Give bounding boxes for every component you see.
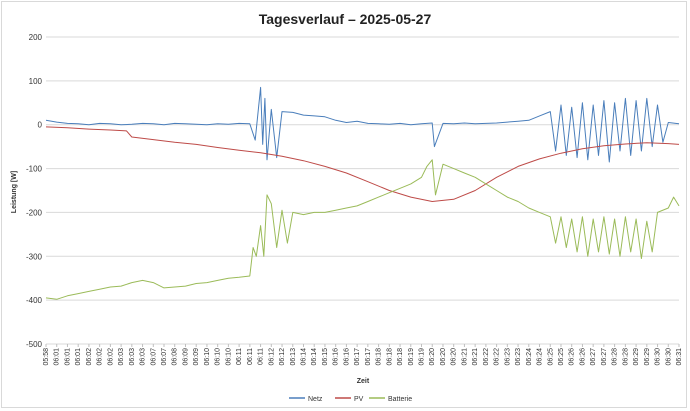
x-tick-label: 06:20 [440, 348, 447, 366]
x-tick-label: 06:10 [204, 348, 211, 366]
series-lines [45, 86, 680, 300]
chart-title: Tagesverlauf – 2025-05-27 [259, 11, 432, 27]
x-tick-label: 06:27 [590, 348, 597, 366]
x-tick-label: 06:16 [333, 348, 340, 366]
series-line-netz [45, 86, 680, 163]
x-tick-label: 06:22 [494, 348, 501, 366]
x-tick-label: 06:19 [419, 348, 426, 366]
x-tick-label: 06:01 [64, 348, 71, 366]
y-tick-label: -200 [26, 208, 43, 217]
x-tick-label: 06:13 [290, 348, 297, 366]
x-tick-label: 06:21 [461, 348, 468, 366]
x-tick-label: 06:09 [182, 348, 189, 366]
x-tick-label: 06:02 [97, 348, 104, 366]
x-tick-label: 06:30 [655, 348, 662, 366]
x-tick-label: 06:28 [622, 348, 629, 366]
y-tick-label: 100 [29, 77, 43, 86]
x-tick-label: 05:58 [43, 348, 50, 366]
series-line-batterie [45, 159, 680, 300]
x-tick-label: 06:14 [311, 348, 318, 366]
x-tick-label: 06:10 [215, 348, 222, 366]
x-tick-label: 06:20 [429, 348, 436, 366]
legend-label: Batterie [388, 396, 412, 403]
x-tick-label: 06:20 [451, 348, 458, 366]
legend-label: PV [354, 396, 364, 403]
grid-lines [46, 36, 679, 345]
x-tick-label: 06:12 [268, 348, 275, 366]
x-tick-label: 06:02 [86, 348, 93, 366]
x-tick-label: 06:10 [225, 348, 232, 366]
legend: Netz PV Batterie [289, 396, 412, 403]
x-axis-title: Zeit [357, 378, 370, 385]
x-tick-label: 06:14 [300, 348, 307, 366]
y-tick-label: -400 [26, 296, 43, 305]
y-tick-label: -500 [26, 340, 43, 349]
x-tick-label: 06:17 [354, 348, 361, 366]
x-tick-label: 06:24 [537, 348, 544, 366]
x-tick-label: 06:26 [569, 348, 576, 366]
x-tick-label: 06:02 [107, 348, 114, 366]
x-tick-label: 06:01 [75, 348, 82, 366]
x-tick-label: 06:27 [601, 348, 608, 366]
x-tick-label: 06:23 [515, 348, 522, 366]
x-tick-label: 06:28 [612, 348, 619, 366]
x-axis-ticks: 05:58 06:01 06:01 06:01 06:02 06:02 06:02 06:03… [43, 344, 683, 366]
x-tick-label: 06:09 [193, 348, 200, 366]
x-tick-label: 06:16 [343, 348, 350, 366]
x-tick-label: 06:18 [386, 348, 393, 366]
x-tick-label: 06:07 [161, 348, 168, 366]
y-axis-ticks: 200 100 0 -100 -200 -300 -400 -500 [26, 33, 43, 349]
y-tick-label: -100 [26, 165, 43, 174]
x-tick-label: 06:12 [279, 348, 286, 366]
x-tick-label: 06:21 [472, 348, 479, 366]
x-tick-label: 06:22 [483, 348, 490, 366]
x-tick-label: 06:19 [408, 348, 415, 366]
x-tick-label: 06:01 [54, 348, 61, 366]
x-tick-label: 06:23 [504, 348, 511, 366]
x-tick-label: 06:07 [150, 348, 157, 366]
x-tick-label: 06:25 [547, 348, 554, 366]
x-tick-label: 06:18 [397, 348, 404, 366]
x-tick-label: 06:11 [247, 348, 254, 365]
x-tick-label: 06:03 [129, 348, 136, 366]
y-tick-label: 200 [29, 33, 43, 42]
y-tick-label: -300 [26, 252, 43, 261]
x-tick-label: 06:03 [140, 348, 147, 366]
x-tick-label: 06:03 [118, 348, 125, 366]
x-tick-label: 06:18 [376, 348, 383, 366]
x-tick-label: 06:30 [665, 348, 672, 366]
x-tick-label: 06:26 [579, 348, 586, 366]
x-tick-label: 06:29 [644, 348, 651, 366]
series-line-pv [45, 126, 680, 202]
x-tick-label: 06:17 [365, 348, 372, 366]
x-tick-label: 06:24 [526, 348, 533, 366]
x-tick-label: 06:15 [322, 348, 329, 366]
x-tick-label: 06:11 [258, 348, 265, 365]
legend-label: Netz [308, 396, 323, 403]
x-tick-label: 06:11 [236, 348, 243, 365]
y-axis-title: Leistung [W] [11, 171, 18, 213]
x-tick-label: 06:29 [633, 348, 640, 366]
x-tick-label: 06:08 [172, 348, 179, 366]
x-tick-label: 06:31 [676, 348, 683, 366]
x-tick-label: 06:25 [558, 348, 565, 366]
y-tick-label: 0 [38, 121, 43, 130]
